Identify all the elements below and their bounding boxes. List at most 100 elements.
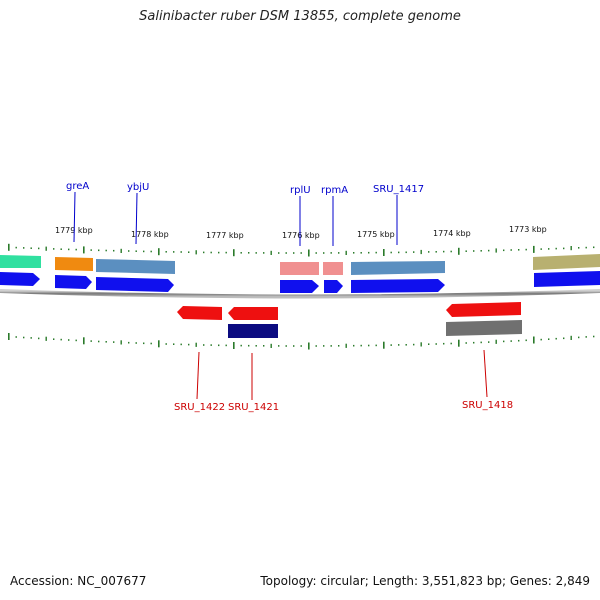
scale-tick-minor (240, 252, 242, 254)
scale-tick-minor (165, 251, 167, 253)
scale-tick-minor (360, 252, 362, 254)
feature-orange-grea[interactable] (55, 257, 93, 271)
scale-tick-minor (188, 343, 190, 346)
cds-forward-rplu[interactable] (280, 280, 319, 293)
gene-label-sru1418[interactable]: SRU_1418 (462, 400, 513, 411)
scale-tick-major (458, 339, 460, 347)
scale-tick-minor (548, 248, 550, 250)
feature-gray-sru1418[interactable] (446, 320, 522, 336)
scale-tick-minor (398, 344, 400, 346)
scale-tick-minor (218, 251, 220, 254)
scale-tick-minor (195, 342, 197, 347)
scale-tick-minor (450, 342, 452, 345)
scale-tick-minor (113, 249, 115, 252)
scale-tick-minor (150, 250, 152, 253)
scale-tick-major (158, 340, 160, 348)
scale-tick-major (458, 247, 460, 255)
scale-tick-minor (270, 250, 272, 255)
scale-tick-minor (300, 252, 302, 254)
scale-tick-minor (450, 250, 452, 253)
feature-salmon-rpma[interactable] (323, 262, 343, 275)
scale-tick-minor (518, 249, 520, 251)
scale-tick-minor (248, 252, 250, 254)
scale-tick-minor (413, 343, 415, 346)
gene-label-sru1422[interactable]: SRU_1422 (174, 402, 225, 413)
scale-tick-minor (510, 340, 512, 342)
scale-tick-minor (593, 246, 595, 249)
scale-tick-minor (105, 249, 107, 252)
scale-tick-minor (278, 345, 280, 347)
scale-tick-major (8, 243, 10, 251)
feature-navy-sru1421[interactable] (228, 324, 278, 338)
scale-tick-minor (540, 248, 542, 250)
gene-label-sru1421[interactable]: SRU_1421 (228, 402, 279, 413)
scale-tick-minor (38, 247, 40, 250)
cds-reverse-sru1421[interactable] (228, 307, 278, 320)
scale-tick-minor (555, 337, 557, 340)
cds-forward-rpma[interactable] (324, 280, 343, 293)
scale-tick-major (233, 249, 235, 257)
scale-tick-minor (225, 344, 227, 347)
scale-tick-minor (113, 341, 115, 343)
scale-tick-minor (278, 252, 280, 254)
scale-tick-minor (563, 337, 565, 340)
scale-tick-minor (255, 252, 257, 254)
feature-steelblue-sru1417[interactable] (351, 261, 445, 275)
scale-tick-minor (338, 345, 340, 347)
gene-label-rpma[interactable]: rpmA (321, 185, 348, 196)
scale-tick-major (533, 336, 535, 344)
scale-tick-minor (345, 250, 347, 255)
scale-ticks-outer (8, 243, 595, 257)
gene-label-sru1417[interactable]: SRU_1417 (373, 184, 424, 195)
gene-label-ybju[interactable]: ybjU (127, 182, 149, 193)
scale-tick-minor (375, 344, 377, 347)
scale-tick-major (383, 249, 385, 256)
cds-forward-2[interactable] (534, 271, 600, 287)
scale-tick-minor (330, 345, 332, 347)
feature-steelblue-ybju[interactable] (96, 259, 175, 274)
scale-label-1777: 1777 kbp (206, 231, 244, 240)
scale-tick-minor (518, 339, 520, 342)
scale-tick-minor (240, 344, 242, 347)
scale-tick-minor (68, 248, 70, 251)
scale-tick-minor (68, 339, 70, 341)
scale-tick-minor (120, 340, 122, 345)
cds-forward-1[interactable] (0, 272, 40, 286)
feature-teal[interactable] (0, 255, 41, 268)
scale-tick-minor (465, 250, 467, 252)
scale-tick-minor (375, 251, 377, 254)
scale-tick-minor (285, 252, 287, 254)
scale-tick-minor (173, 251, 175, 253)
label-line-sru1418 (483, 349, 488, 398)
cds-forward-sru1417[interactable] (351, 279, 445, 293)
cds-forward-grea[interactable] (55, 275, 92, 289)
feature-olive[interactable] (533, 254, 600, 270)
scale-tick-minor (143, 250, 145, 253)
gene-label-grea[interactable]: greA (66, 181, 89, 192)
gene-label-rplu[interactable]: rplU (290, 185, 311, 196)
scale-tick-minor (428, 343, 430, 345)
feature-salmon-rplu[interactable] (280, 262, 319, 275)
scale-tick-minor (218, 344, 220, 347)
scale-tick-minor (428, 251, 430, 253)
scale-label-1773: 1773 kbp (509, 225, 547, 234)
cds-forward-ybju[interactable] (96, 277, 174, 292)
scale-tick-minor (173, 343, 175, 345)
scale-tick-minor (60, 248, 62, 250)
scale-tick-major (533, 245, 535, 253)
scale-tick-minor (360, 344, 362, 347)
scale-tick-minor (443, 250, 445, 253)
cds-reverse-sru1418[interactable] (446, 302, 521, 317)
scale-tick-minor (480, 250, 482, 252)
scale-tick-minor (248, 344, 250, 347)
scale-tick-minor (45, 336, 47, 341)
scale-ticks-inner (8, 333, 595, 350)
label-line-sru1422 (196, 351, 200, 400)
scale-tick-minor (368, 344, 370, 347)
cds-reverse-sru1422[interactable] (177, 306, 222, 320)
scale-label-1775: 1775 kbp (357, 230, 395, 239)
scale-tick-minor (405, 251, 407, 254)
scale-tick-minor (503, 249, 505, 252)
scale-tick-minor (315, 345, 317, 347)
scale-tick-minor (398, 251, 400, 254)
